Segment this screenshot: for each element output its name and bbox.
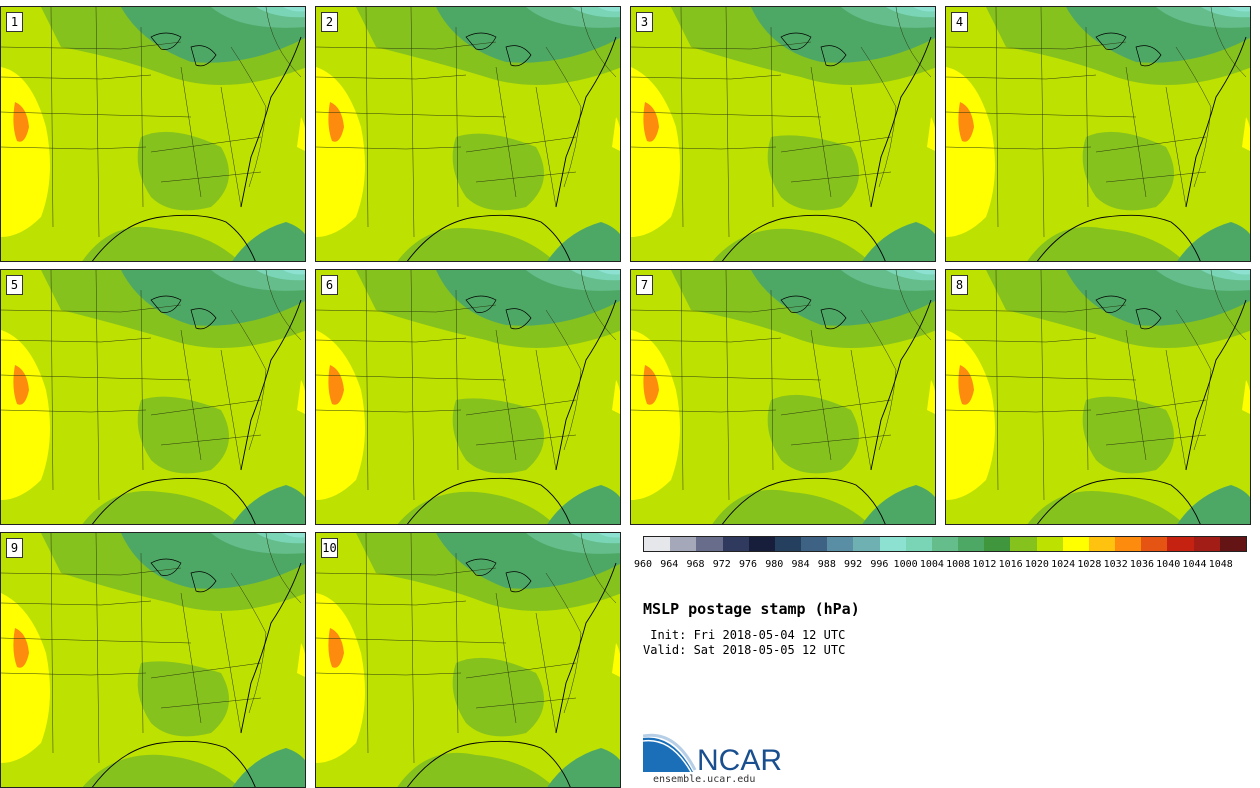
colorbar-tick-label: 1048 xyxy=(1208,559,1233,570)
mslp-map xyxy=(1,533,305,787)
map-panel: 7 xyxy=(630,269,936,525)
colorbar-tick-label: 976 xyxy=(739,559,758,570)
colorbar-tick-label: 1020 xyxy=(1024,559,1049,570)
colorbar-tick-label: 1016 xyxy=(998,559,1023,570)
ncar-logo-icon: NCAR xyxy=(642,733,782,777)
logo-url: ensemble.ucar.edu xyxy=(653,774,756,785)
colorbar-segment xyxy=(1010,537,1037,551)
mslp-map xyxy=(946,7,1250,261)
colorbar-tick-label: 972 xyxy=(712,559,731,570)
colorbar-tick-label: 988 xyxy=(817,559,836,570)
mslp-map xyxy=(631,7,935,261)
colorbar-segment xyxy=(801,537,828,551)
map-panel: 4 xyxy=(945,6,1251,262)
colorbar-segment xyxy=(748,537,775,551)
colorbar-tick-label: 1032 xyxy=(1103,559,1128,570)
colorbar-segment xyxy=(879,537,906,551)
map-panel: 1 xyxy=(0,6,306,262)
colorbar-tick-label: 964 xyxy=(660,559,679,570)
colorbar-tick-label: 1024 xyxy=(1051,559,1076,570)
colorbar-segment xyxy=(958,537,985,551)
colorbar-segment xyxy=(1219,537,1246,551)
panel-number-label: 7 xyxy=(636,275,653,295)
mslp-map xyxy=(316,7,620,261)
init-time: Init: Fri 2018-05-04 12 UTC xyxy=(643,628,846,642)
mslp-map xyxy=(631,270,935,524)
colorbar-segment xyxy=(696,537,723,551)
mslp-map xyxy=(1,7,305,261)
colorbar-segment xyxy=(722,537,749,551)
page-title: MSLP postage stamp (hPa) xyxy=(643,600,860,618)
colorbar-segment xyxy=(1193,537,1220,551)
colorbar-tick-label: 1044 xyxy=(1182,559,1207,570)
colorbar-tick-label: 992 xyxy=(844,559,863,570)
ncar-logo: NCAR xyxy=(642,732,793,782)
colorbar-segment xyxy=(905,537,932,551)
colorbar-tick-label: 996 xyxy=(870,559,889,570)
colorbar-segment xyxy=(984,537,1011,551)
colorbar-segment xyxy=(1036,537,1063,551)
colorbar-tick-label: 1004 xyxy=(919,559,944,570)
colorbar-tick-label: 1028 xyxy=(1077,559,1102,570)
mslp-map xyxy=(1,270,305,524)
panel-number-label: 6 xyxy=(321,275,338,295)
ncar-logo-text: NCAR xyxy=(697,744,782,777)
map-panel: 10 xyxy=(315,532,621,788)
mslp-map xyxy=(946,270,1250,524)
colorbar-segment xyxy=(1062,537,1089,551)
colorbar-tick-label: 968 xyxy=(686,559,705,570)
panel-number-label: 5 xyxy=(6,275,23,295)
colorbar-segment xyxy=(1167,537,1194,551)
colorbar-segment xyxy=(1141,537,1168,551)
map-panel: 6 xyxy=(315,269,621,525)
colorbar-segment xyxy=(931,537,959,551)
colorbar-segment xyxy=(644,537,671,551)
panel-number-label: 1 xyxy=(6,12,23,32)
colorbar-tick-labels: 960 964 968 972 976 980 984 988 992 996 1000 1004 10… xyxy=(632,559,1252,573)
map-panel: 9 xyxy=(0,532,306,788)
colorbar-tick-label: 1000 xyxy=(893,559,918,570)
colorbar-tick-label: 960 xyxy=(633,559,653,570)
mslp-map xyxy=(316,533,620,787)
colorbar-segment xyxy=(827,537,854,551)
map-panel: 5 xyxy=(0,269,306,525)
colorbar-segment xyxy=(774,537,802,551)
colorbar-segment xyxy=(853,537,880,551)
colorbar-segment xyxy=(1088,537,1116,551)
mslp-map xyxy=(316,270,620,524)
panel-number-label: 8 xyxy=(951,275,968,295)
colorbar xyxy=(643,536,1247,552)
map-panel: 2 xyxy=(315,6,621,262)
colorbar-tick-label: 1036 xyxy=(1129,559,1154,570)
colorbar-tick-label: 1040 xyxy=(1156,559,1181,570)
colorbar-segment xyxy=(670,537,697,551)
colorbar-tick-label: 1012 xyxy=(972,559,997,570)
map-panel: 8 xyxy=(945,269,1251,525)
panel-number-label: 4 xyxy=(951,12,968,32)
colorbar-tick-label: 980 xyxy=(765,559,784,570)
panel-number-label: 9 xyxy=(6,538,23,558)
colorbar-tick-label: 1008 xyxy=(946,559,971,570)
colorbar-tick-label: 984 xyxy=(791,559,810,570)
panel-number-label: 3 xyxy=(636,12,653,32)
map-panel: 3 xyxy=(630,6,936,262)
panel-number-label: 10 xyxy=(321,538,338,558)
panel-number-label: 2 xyxy=(321,12,338,32)
valid-time: Valid: Sat 2018-05-05 12 UTC xyxy=(643,643,846,657)
colorbar-segment xyxy=(1115,537,1142,551)
